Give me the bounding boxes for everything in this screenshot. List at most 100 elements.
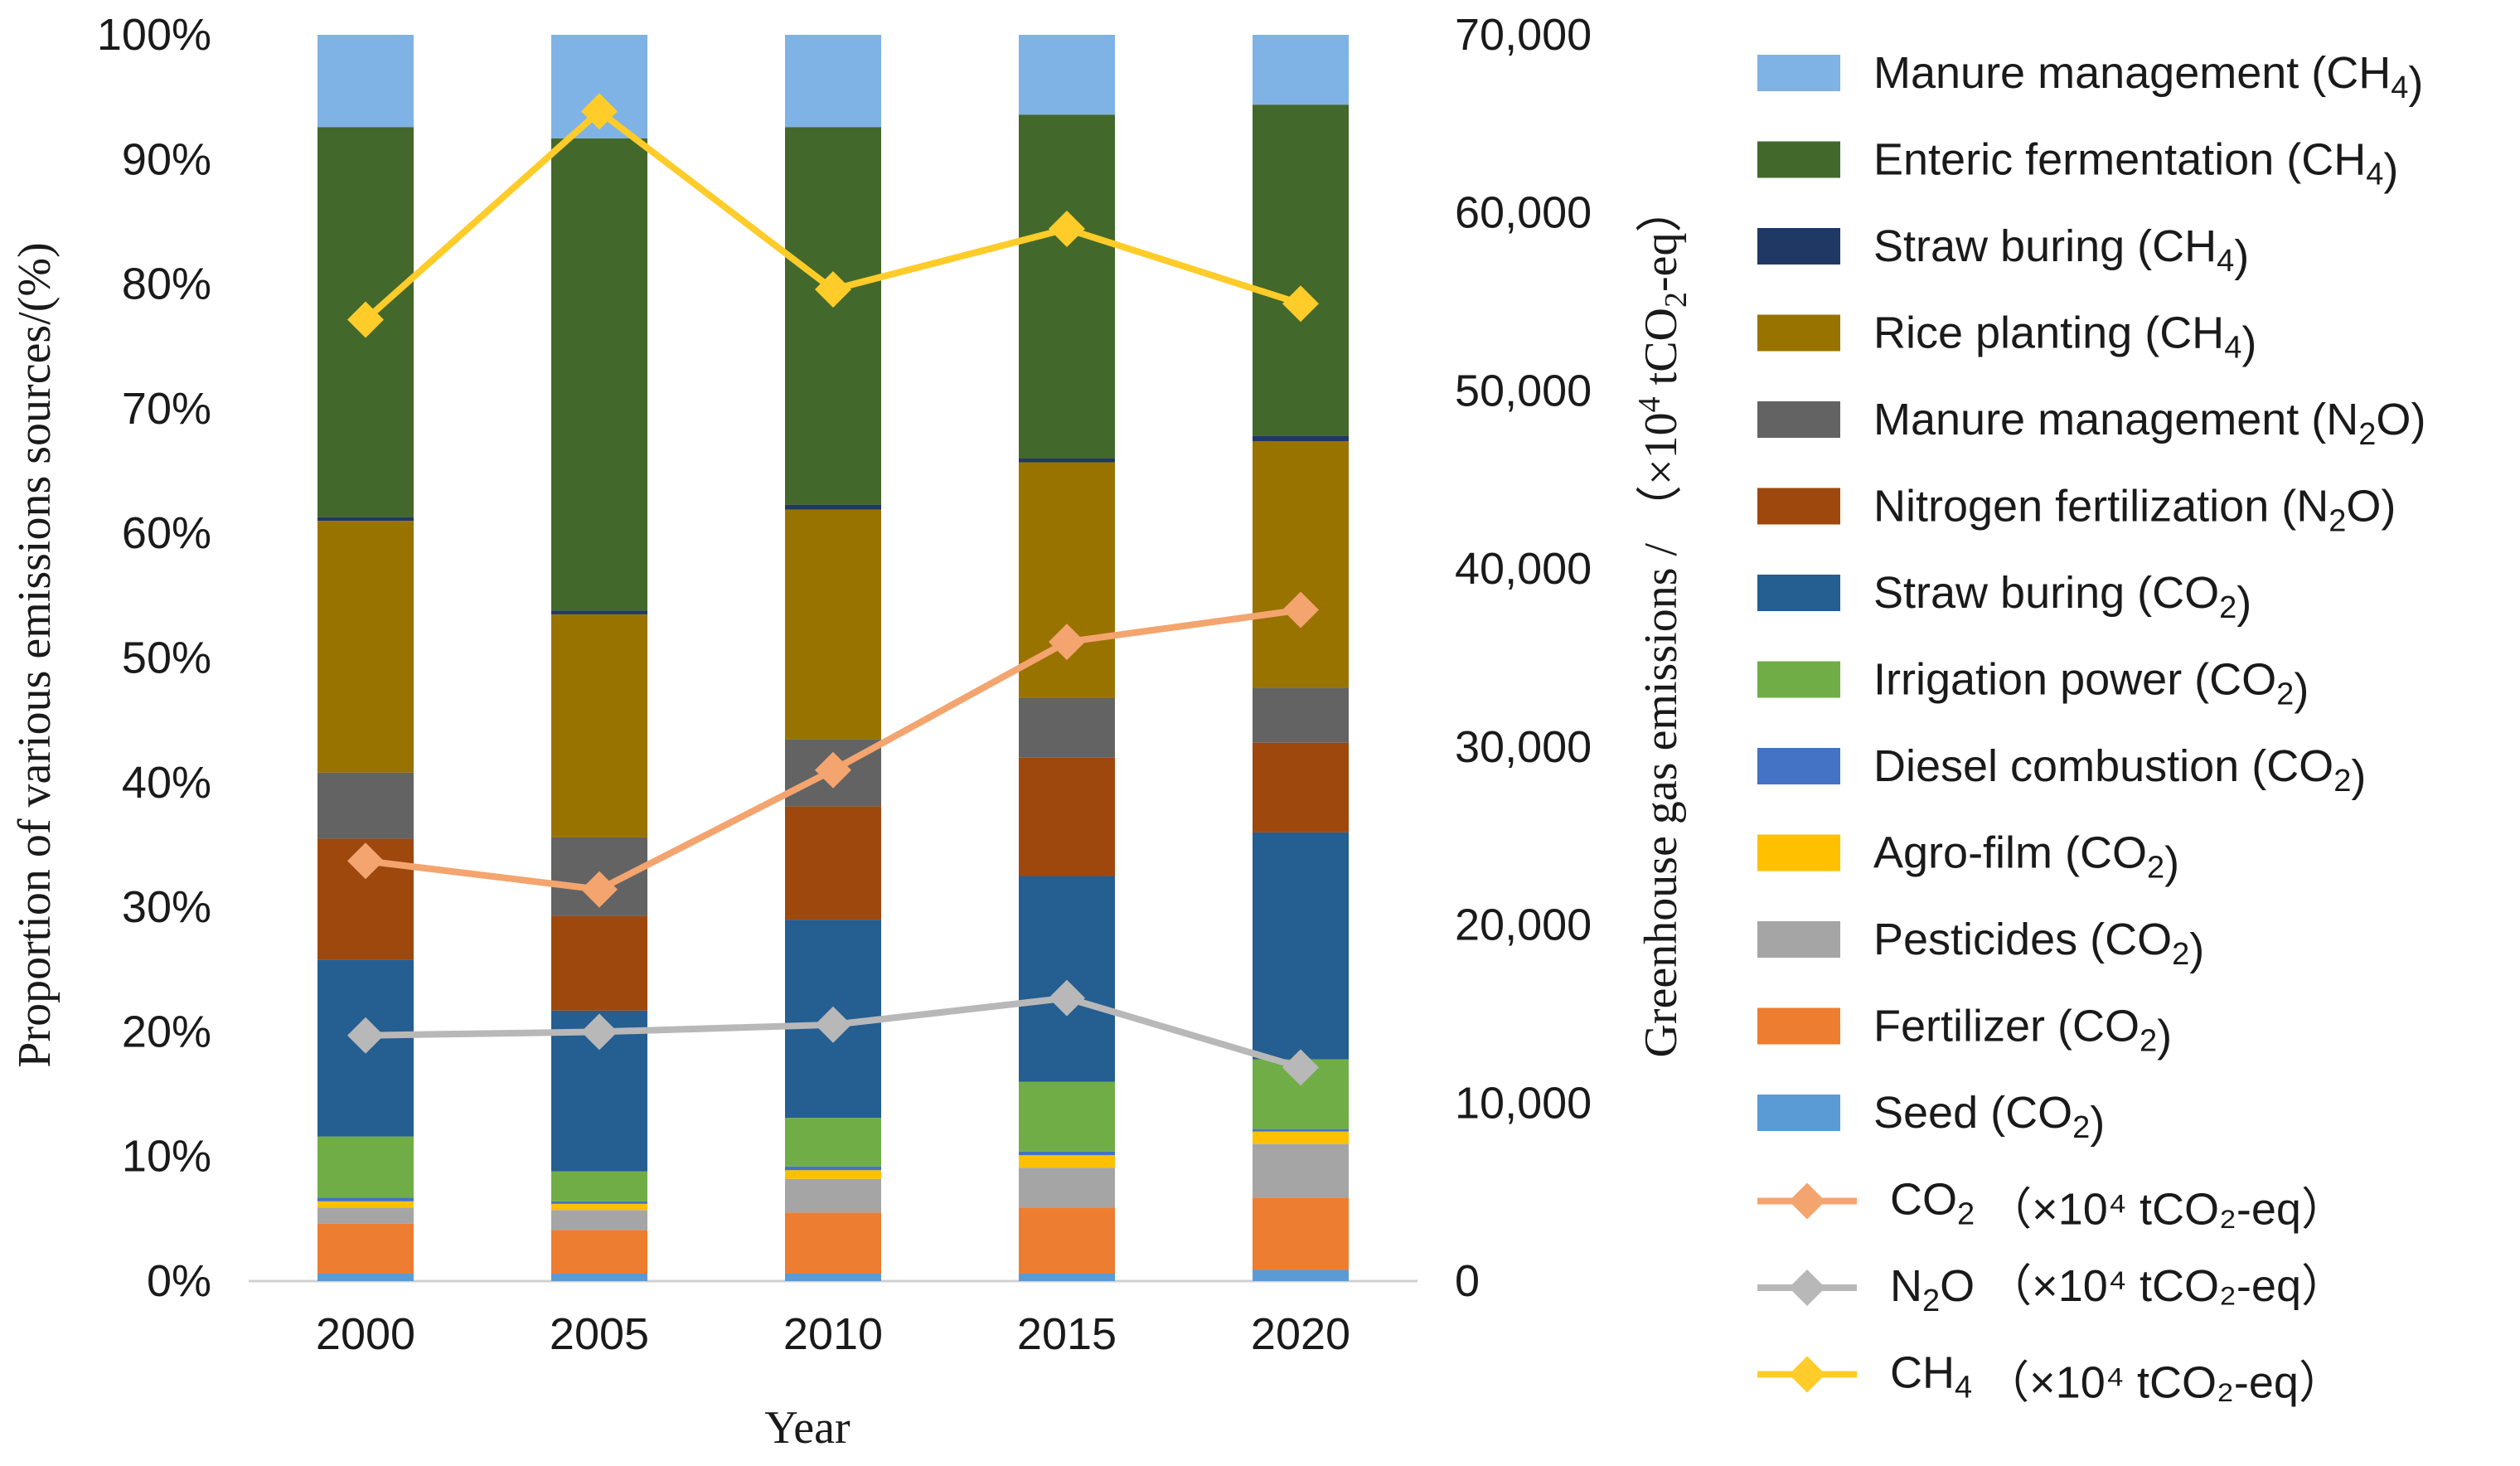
bar-segment-strawch4-2005 xyxy=(551,610,647,614)
right-tick-label: 10,000 xyxy=(1455,1078,1592,1128)
bar-segment-rice-2010 xyxy=(785,509,881,740)
right-axis-title-suffix: -eq） xyxy=(1636,186,1687,292)
bar-segment-irrigation-2005 xyxy=(551,1171,647,1201)
bar-segment-irrigation-2000 xyxy=(317,1136,414,1198)
left-tick-label: 70% xyxy=(122,384,211,434)
bar-segment-strawch4-2010 xyxy=(785,504,881,510)
marker-co2line-2020 xyxy=(1282,591,1319,629)
legend-swatch-diesel xyxy=(1757,748,1840,784)
legend-marker-co2line xyxy=(1789,1182,1825,1220)
legend-label-seed: Seed (CO2) xyxy=(1873,1088,2105,1148)
legend-swatch-enteric xyxy=(1757,141,1840,178)
legend-label-enteric: Enteric fermentation (CH4) xyxy=(1873,135,2398,195)
marker-co2line-2005 xyxy=(581,871,618,908)
left-axis-title: Proportion of various emissions sources/… xyxy=(9,242,61,1067)
bar-segment-diesel-2010 xyxy=(785,1166,881,1171)
left-tick-label: 10% xyxy=(122,1132,211,1182)
legend-swatch-agrofilm xyxy=(1757,834,1840,871)
right-tick-label: 20,000 xyxy=(1455,900,1592,950)
legend-item-agrofilm: Agro-film (CO2) xyxy=(1757,828,2179,888)
marker-n2oline-2010 xyxy=(815,1006,851,1043)
legend-label-fertilizer: Fertilizer (CO2) xyxy=(1873,1002,2172,1061)
bar-segment-fertilizer-2005 xyxy=(551,1230,647,1274)
bar-segment-strawco2-2015 xyxy=(1019,876,1115,1082)
right-tick-label: 60,000 xyxy=(1455,188,1592,238)
bar-segment-strawch4-2020 xyxy=(1253,435,1349,441)
bar-segment-enteric-2020 xyxy=(1253,104,1349,436)
legend-item-co2line: CO2 （×10⁴ tCO₂-eq） xyxy=(1757,1175,2346,1235)
left-tick-label: 60% xyxy=(122,508,211,558)
bar-segment-nitrogen-2010 xyxy=(785,806,881,920)
x-tick-label: 2020 xyxy=(1251,1309,1350,1359)
marker-co2line-2010 xyxy=(815,751,851,789)
bar-segment-diesel-2005 xyxy=(551,1201,647,1204)
bar-segment-fertilizer-2015 xyxy=(1019,1207,1115,1274)
legend-swatch-rice xyxy=(1757,314,1840,352)
left-tick-label: 20% xyxy=(122,1007,211,1056)
legend-swatch-seed xyxy=(1757,1095,1840,1131)
bar-segment-pesticides-2000 xyxy=(317,1207,414,1224)
ticks-layer: 0% 10% 20% 30% 40% 50% 60% 70% 80% 90% 100% 0 10,000… xyxy=(97,10,1592,1359)
bar-segment-diesel-2015 xyxy=(1019,1151,1115,1156)
bar-segment-enteric-2010 xyxy=(785,127,881,505)
bar-segment-manuren2o-2000 xyxy=(317,772,414,839)
bar-segment-irrigation-2010 xyxy=(785,1118,881,1167)
right-axis-title-sup: 4 xyxy=(1632,396,1667,412)
left-tick-label: 30% xyxy=(122,882,211,932)
bar-segment-rice-2005 xyxy=(551,614,647,837)
bars-layer xyxy=(317,35,1349,1281)
marker-ch4line-2010 xyxy=(815,271,851,308)
legend-marker-ch4line xyxy=(1789,1356,1825,1393)
legend-label-strawch4: Straw buring (CH4) xyxy=(1873,221,2249,281)
bar-segment-irrigation-2015 xyxy=(1019,1081,1115,1152)
bar-segment-agrofilm-2010 xyxy=(785,1170,881,1179)
bar-segment-fertilizer-2000 xyxy=(317,1223,414,1274)
legend-label-nitrogen: Nitrogen fertilization (N2O) xyxy=(1873,482,2396,539)
legend-item-rice: Rice planting (CH4) xyxy=(1757,308,2256,368)
legend-label-manurech4: Manure management (CH4) xyxy=(1873,48,2423,108)
bar-segment-diesel-2000 xyxy=(317,1197,414,1201)
right-axis-title-prefix: Greenhouse gas emissions / （×10 xyxy=(1636,412,1687,1057)
bar-segment-agrofilm-2015 xyxy=(1019,1155,1115,1168)
marker-n2oline-2005 xyxy=(581,1013,618,1051)
left-tick-label: 90% xyxy=(122,134,211,184)
legend-label-irrigation: Irrigation power (CO2) xyxy=(1873,655,2309,715)
bar-segment-fertilizer-2020 xyxy=(1253,1197,1349,1270)
bar-segment-fertilizer-2010 xyxy=(785,1212,881,1274)
bar-segment-strawco2-2020 xyxy=(1253,832,1349,1060)
legend-swatch-manurech4 xyxy=(1757,55,1840,91)
legend-swatch-strawch4 xyxy=(1757,228,1840,265)
bar-segment-manuren2o-2015 xyxy=(1019,697,1115,758)
legend: Manure management (CH4) Enteric fermentat… xyxy=(1757,48,2426,1408)
marker-ch4line-2015 xyxy=(1049,211,1085,248)
legend-label-manuren2o: Manure management (N2O) xyxy=(1873,395,2426,452)
legend-item-diesel: Diesel combustion (CO2) xyxy=(1757,741,2366,801)
bar-segment-rice-2000 xyxy=(317,521,414,773)
right-tick-label: 40,000 xyxy=(1455,544,1592,594)
bar-segment-manurech4-2020 xyxy=(1253,35,1349,105)
marker-co2line-2015 xyxy=(1049,624,1085,661)
bar-segment-nitrogen-2005 xyxy=(551,915,647,1011)
legend-label-n2oline: N2O （×10⁴ tCO₂-eq） xyxy=(1890,1261,2346,1318)
legend-item-seed: Seed (CO2) xyxy=(1757,1088,2105,1148)
x-axis-title: Year xyxy=(764,1402,850,1454)
left-tick-label: 100% xyxy=(97,10,211,60)
left-tick-label: 0% xyxy=(147,1256,211,1306)
right-axis-title-mid: tCO xyxy=(1636,308,1687,396)
marker-ch4line-2020 xyxy=(1282,285,1319,323)
bar-segment-pesticides-2010 xyxy=(785,1178,881,1213)
bar-segment-seed-2015 xyxy=(1019,1273,1115,1281)
legend-item-strawch4: Straw buring (CH4) xyxy=(1757,221,2249,281)
marker-ch4line-2000 xyxy=(347,301,384,338)
legend-item-strawco2: Straw buring (CO2) xyxy=(1757,568,2251,628)
bar-segment-agrofilm-2000 xyxy=(317,1201,414,1208)
legend-label-co2line: CO2 （×10⁴ tCO₂-eq） xyxy=(1890,1175,2346,1235)
legend-label-ch4line: CH4 （×10⁴ tCO₂-eq） xyxy=(1890,1348,2343,1408)
legend-item-nitrogen: Nitrogen fertilization (N2O) xyxy=(1757,482,2396,539)
legend-swatch-strawco2 xyxy=(1757,575,1840,611)
x-tick-label: 2000 xyxy=(316,1309,415,1359)
legend-label-pesticides: Pesticides (CO2) xyxy=(1873,915,2204,974)
left-tick-label: 40% xyxy=(122,758,211,808)
bar-segment-nitrogen-2015 xyxy=(1019,757,1115,876)
